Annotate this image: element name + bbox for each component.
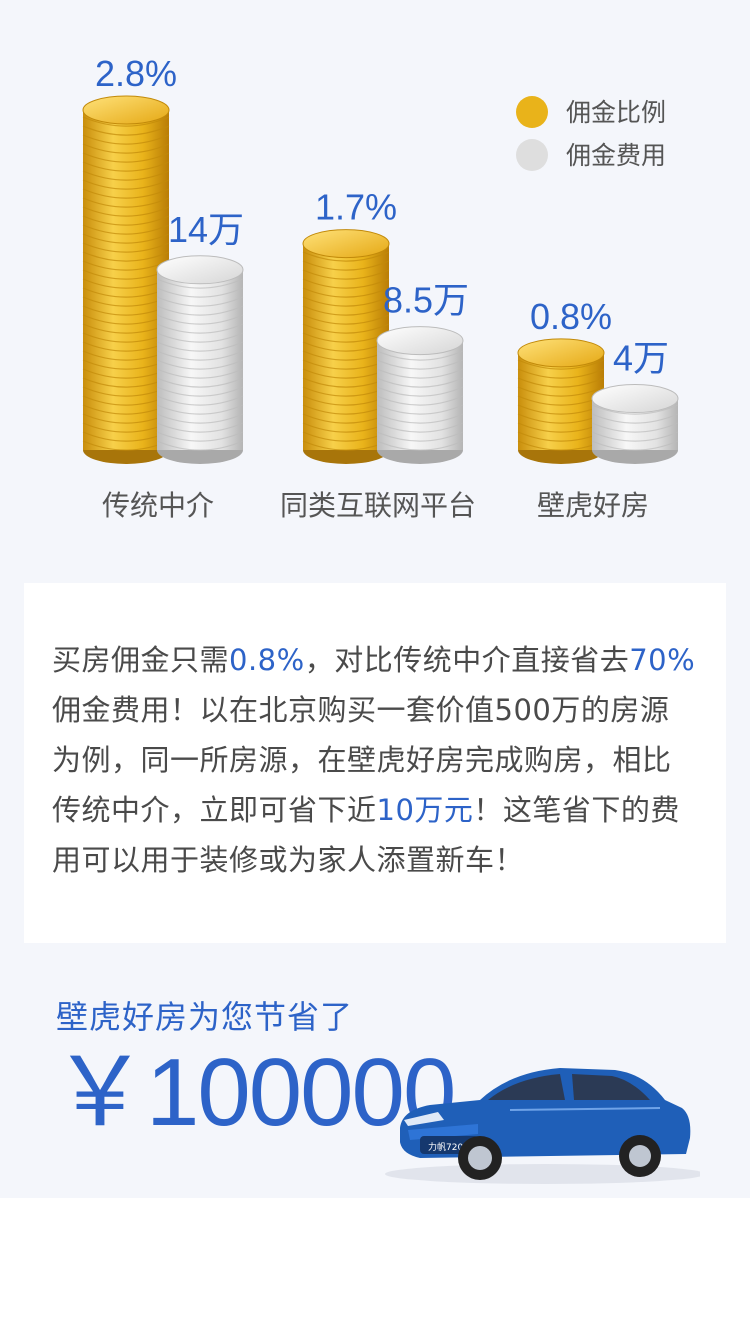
legend-swatch-fee — [516, 139, 548, 171]
savings-title: 壁虎好房为您节省了 — [56, 998, 354, 1036]
data-label-fee-0: 14万 — [168, 209, 244, 250]
bar-fee-2 — [591, 384, 679, 464]
data-label-ratio-1: 1.7% — [315, 187, 397, 228]
data-label-fee-1: 8.5万 — [383, 280, 469, 321]
category-label-1: 同类互联网平台 — [280, 489, 476, 522]
description-text: 买房佣金只需0.8%，对比传统中介直接省去70% 佣金费用！以在北京购买一套价值5… — [52, 635, 698, 885]
legend-label-ratio: 佣金比例 — [566, 98, 666, 127]
data-label-fee-2: 4万 — [613, 338, 669, 379]
bar-ratio-0 — [82, 95, 170, 464]
highlight-percent-saved: 70% — [629, 643, 696, 677]
savings-amount: ￥100000 — [52, 1039, 456, 1146]
data-label-ratio-2: 0.8% — [530, 296, 612, 337]
desc-part-3: 佣金费用！以在北京购买一套价值500万的房源为例，同一所房源，在壁虎好房完成购房… — [52, 693, 672, 827]
chart-legend: 佣金比例 佣金费用 — [516, 96, 666, 171]
bar-ratio-1 — [302, 229, 390, 464]
bar-fee-0 — [156, 255, 244, 464]
category-label-2: 壁虎好房 — [537, 489, 649, 522]
description-card: 买房佣金只需0.8%，对比传统中介直接省去70% 佣金费用！以在北京购买一套价值5… — [24, 583, 726, 943]
category-label-0: 传统中介 — [102, 489, 214, 522]
car-image: 力帆720 — [385, 1068, 700, 1184]
legend-swatch-ratio — [516, 96, 548, 128]
bar-ratio-2 — [517, 338, 605, 464]
page: 2.8% 14万 传统中介 1.7% 8.5万 同类互联网平台 0.8% 4万 壁虎好房 佣金比… — [0, 0, 750, 1198]
legend-label-fee: 佣金费用 — [566, 141, 666, 170]
desc-part-4: ！这笔省下的费用可以用于装修或为家人添置新车！ — [52, 793, 680, 877]
data-label-ratio-0: 2.8% — [95, 53, 177, 94]
highlight-amount-saved: 10万元 — [376, 793, 474, 827]
desc-part-2: ，对比传统中介直接省去 — [304, 643, 630, 677]
bar-fee-1 — [376, 326, 464, 464]
highlight-rate: 0.8% — [229, 643, 305, 677]
car-plate: 力帆720 — [428, 1141, 463, 1153]
desc-part-1: 买房佣金只需 — [52, 643, 230, 677]
